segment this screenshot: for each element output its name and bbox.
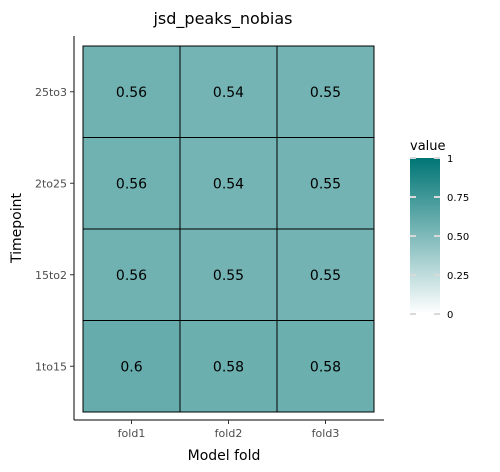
x-tick-label: fold1	[118, 427, 146, 440]
cell-value-label: 0.56	[116, 268, 147, 284]
x-axis-title: Model fold	[188, 448, 261, 464]
cell-value-label: 0.55	[310, 176, 341, 192]
y-axis-ticks: 1to15 15to2 2to25 25to3	[35, 86, 74, 374]
cell-value-label: 0.54	[213, 176, 244, 192]
cell-value-label: 0.58	[213, 359, 244, 375]
cell-value-label: 0.56	[116, 176, 147, 192]
x-axis-ticks: fold1 fold2 fold3	[118, 420, 340, 440]
y-axis-title: Timepoint	[9, 193, 25, 264]
cell-value-label: 0.58	[310, 359, 341, 375]
legend-title: value	[410, 139, 446, 154]
cell-value-label: 0.55	[310, 268, 341, 284]
cell-value-label: 0.6	[120, 359, 142, 375]
y-tick-label: 2to25	[35, 177, 67, 190]
cell-value-label: 0.55	[213, 268, 244, 284]
legend-tick-label: 0.50	[447, 232, 469, 243]
x-tick-label: fold3	[312, 427, 340, 440]
legend-tick-label: 0.25	[447, 271, 469, 282]
x-tick-label: fold2	[215, 427, 243, 440]
cell-value-label: 0.54	[213, 85, 244, 101]
cell-value-label: 0.55	[310, 85, 341, 101]
legend-tick-label: 1	[447, 154, 453, 165]
heatmap-cells	[83, 46, 374, 412]
y-tick-label: 1to15	[35, 360, 67, 373]
chart-title: jsd_peaks_nobias	[152, 9, 292, 29]
y-tick-label: 15to2	[35, 269, 67, 282]
cell-value-label: 0.56	[116, 85, 147, 101]
legend-tick-label: 0	[447, 310, 453, 321]
legend-tick-label: 0.75	[447, 193, 469, 204]
y-tick-label: 25to3	[35, 86, 67, 99]
